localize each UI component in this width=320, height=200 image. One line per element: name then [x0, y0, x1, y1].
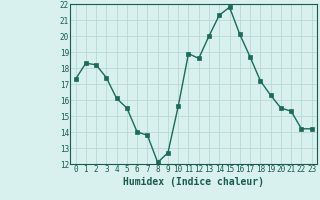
- X-axis label: Humidex (Indice chaleur): Humidex (Indice chaleur): [123, 177, 264, 187]
